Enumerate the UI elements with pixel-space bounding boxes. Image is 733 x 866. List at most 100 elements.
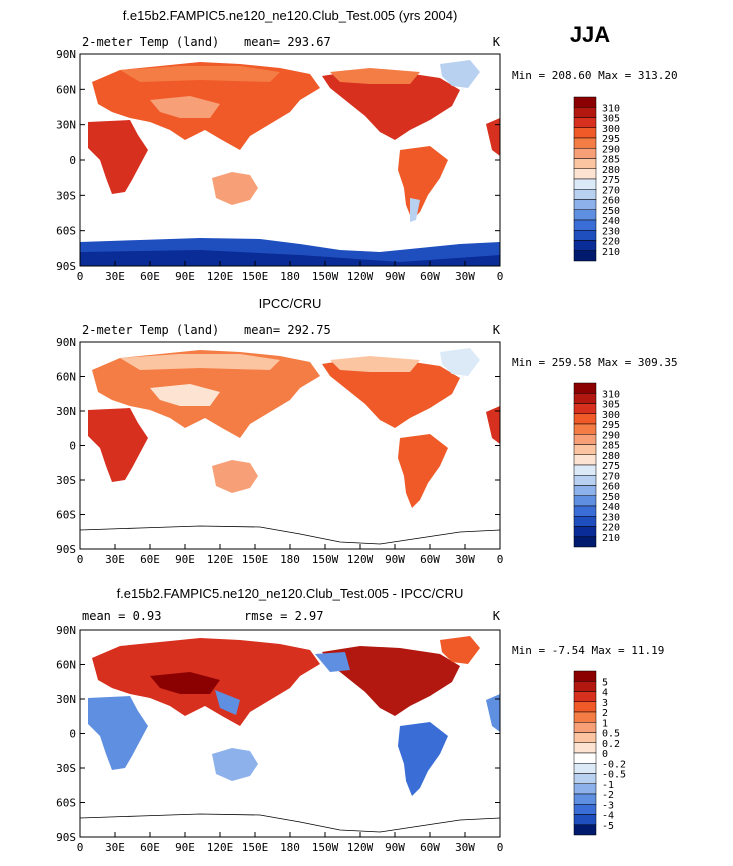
africa-east-region xyxy=(486,694,500,732)
colorbar-swatch xyxy=(573,670,597,682)
panel-observation: IPCC/CRU 2-meter Temp (land) mean= 292.7… xyxy=(56,296,677,566)
colorbar-label: 300 xyxy=(602,410,620,421)
colorbar-label: 275 xyxy=(602,461,620,472)
colorbar-swatch xyxy=(573,814,597,825)
minmax-label: Min = -7.54 Max = 11.19 xyxy=(512,644,664,657)
colorbar-swatch xyxy=(573,526,597,537)
colorbar-label: 240 xyxy=(602,502,620,513)
x-tick-label: 180 xyxy=(280,553,300,566)
colorbar-label: -3 xyxy=(602,800,614,811)
colorbar-swatch xyxy=(573,464,597,476)
colorbar-label: 2 xyxy=(602,708,608,719)
y-tick-label: 30N xyxy=(56,119,76,132)
colorbar-swatch xyxy=(573,158,597,169)
colorbar-label: 295 xyxy=(602,420,620,431)
x-tick-label: 120E xyxy=(207,553,234,566)
x-tick-label: 90E xyxy=(175,270,195,283)
map-field xyxy=(80,60,500,266)
x-tick-label: 0 xyxy=(77,553,84,566)
colorbar-label: 1 xyxy=(602,718,608,729)
x-tick-label: 180 xyxy=(280,841,300,854)
colorbar-swatch xyxy=(573,722,597,733)
colorbar-swatch xyxy=(573,763,597,774)
x-tick-label: 150W xyxy=(312,270,339,283)
colorbar-label: 210 xyxy=(602,247,620,258)
x-tick-label: 0 xyxy=(77,841,84,854)
africa-east-region xyxy=(486,118,500,156)
unit-label: K xyxy=(493,609,501,623)
australia-region xyxy=(212,172,258,205)
y-tick-label: 60S xyxy=(56,509,76,522)
colorbar-swatch xyxy=(573,505,597,517)
colorbar-swatch xyxy=(573,127,597,139)
y-tick-label: 30N xyxy=(56,693,76,706)
colorbar-label: 220 xyxy=(602,523,620,534)
x-tick-label: 60E xyxy=(140,553,160,566)
colorbar-label: 275 xyxy=(602,175,620,186)
colorbar-swatch xyxy=(573,773,597,784)
colorbar-swatch xyxy=(573,240,597,251)
y-tick-label: 90N xyxy=(56,336,76,349)
antarctica-coastline xyxy=(80,525,500,545)
colorbar-swatch xyxy=(573,403,597,414)
colorbar-swatch xyxy=(573,382,597,394)
colorbar-swatch xyxy=(573,701,597,713)
mean-label: mean= 292.75 xyxy=(244,323,331,337)
x-tick-label: 90W xyxy=(385,270,405,283)
colorbar-label: 0 xyxy=(602,749,608,760)
x-tick-label: 120W xyxy=(347,553,374,566)
tibet-region xyxy=(150,96,220,118)
colorbar-swatch xyxy=(573,444,597,455)
colorbar-swatch xyxy=(573,137,597,149)
africa-region xyxy=(88,696,148,770)
mean-label: mean= 293.67 xyxy=(244,35,331,49)
colorbar-swatch xyxy=(573,168,597,180)
x-tick-label: 120E xyxy=(207,270,234,283)
x-tick-label: 90W xyxy=(385,841,405,854)
x-tick-label: 60W xyxy=(420,270,440,283)
colorbar-swatch xyxy=(573,393,597,404)
x-tick-label: 120W xyxy=(347,841,374,854)
colorbar-label: 0.5 xyxy=(602,729,620,740)
colorbar-label: 250 xyxy=(602,206,620,217)
y-tick-label: 30N xyxy=(56,405,76,418)
colorbar-label: -1 xyxy=(602,780,614,791)
y-tick-label: 60S xyxy=(56,797,76,810)
x-tick-label: 30W xyxy=(455,841,475,854)
greenland-region xyxy=(440,60,480,88)
unit-label: K xyxy=(493,35,501,49)
y-tick-label: 90N xyxy=(56,48,76,61)
colorbar-label: -0.5 xyxy=(602,770,626,781)
x-tick-label: 90E xyxy=(175,553,195,566)
x-tick-label: 90E xyxy=(175,841,195,854)
colorbar-label: -0.2 xyxy=(602,759,626,770)
colorbar-swatch xyxy=(573,178,597,190)
africa-east-region xyxy=(486,406,500,444)
x-tick-label: 150E xyxy=(242,553,269,566)
y-tick-label: 60S xyxy=(56,225,76,238)
y-tick-label: 90S xyxy=(56,260,76,273)
colorbar-label: 285 xyxy=(602,155,620,166)
colorbar-label: 5 xyxy=(602,677,608,688)
colorbar-swatch xyxy=(573,475,597,486)
variable-label: 2-meter Temp (land) xyxy=(82,35,219,49)
colorbar-label: 240 xyxy=(602,216,620,227)
colorbar-swatch xyxy=(573,485,597,496)
colorbar-label: 305 xyxy=(602,400,620,411)
minmax-label: Min = 259.58 Max = 309.35 xyxy=(512,356,678,369)
x-tick-label: 120E xyxy=(207,841,234,854)
greenland-region xyxy=(440,636,480,664)
colorbar-swatch xyxy=(573,250,597,262)
x-tick-label: 150W xyxy=(312,553,339,566)
x-tick-label: 90W xyxy=(385,553,405,566)
north-america-region xyxy=(322,358,460,428)
africa-region xyxy=(88,120,148,194)
unit-label: K xyxy=(493,323,501,337)
colorbar-swatch xyxy=(573,148,597,159)
colorbar-swatch xyxy=(573,219,597,231)
patagonia-region xyxy=(410,198,420,222)
canada-region xyxy=(330,356,420,372)
colorbar-swatch xyxy=(573,413,597,425)
y-tick-label: 30S xyxy=(56,474,76,487)
